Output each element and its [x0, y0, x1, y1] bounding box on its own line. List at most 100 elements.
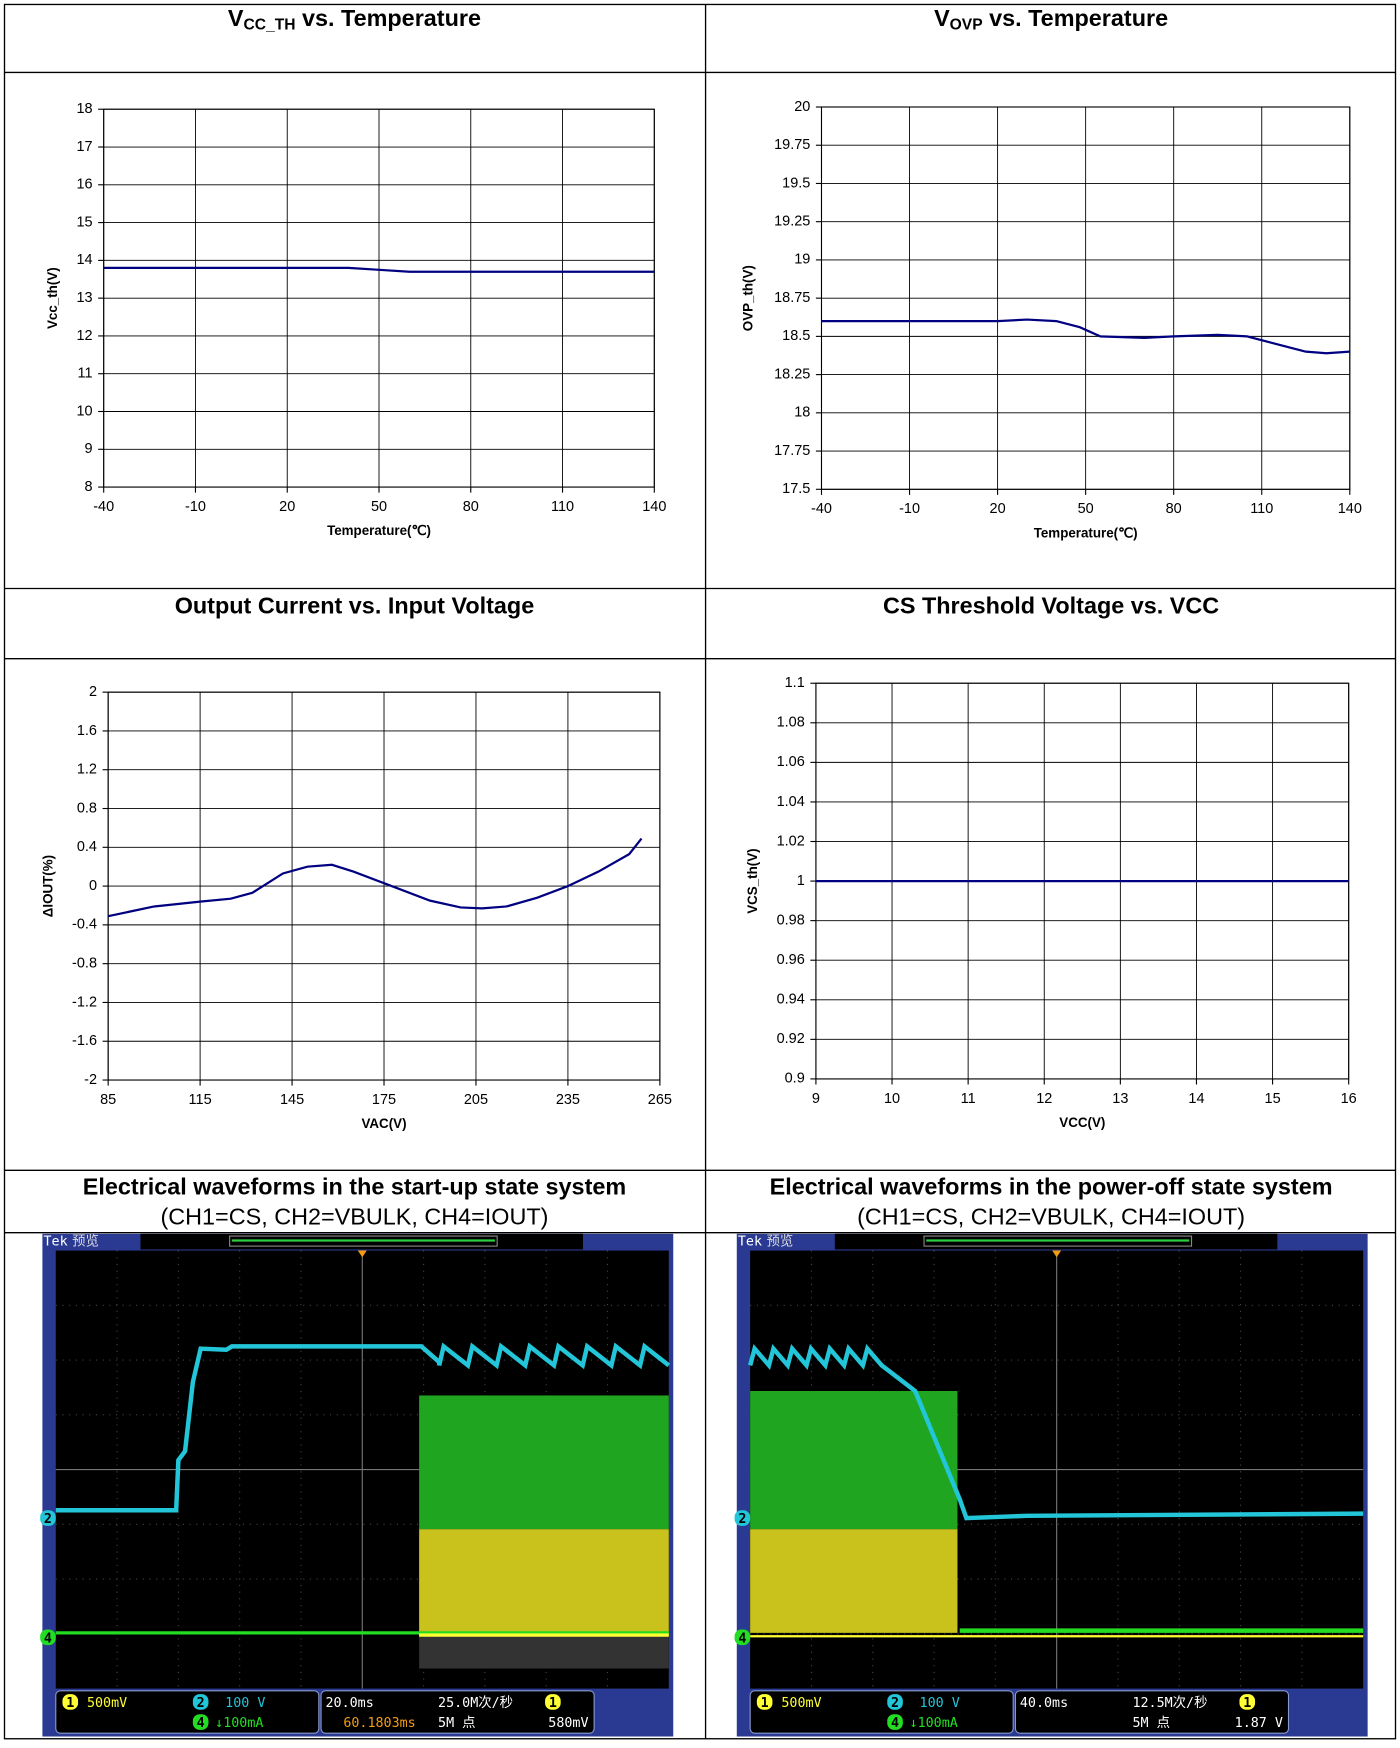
scope-capture: Electrical waveforms in the power-off st… [735, 1173, 1368, 1736]
x-axis-label: VCC(V) [1059, 1115, 1105, 1130]
y-tick-label: 0 [89, 878, 97, 894]
y-tick-label: 11 [78, 366, 93, 382]
x-axis-label: Temperature(℃) [1034, 525, 1138, 540]
record-length: 5M 点 [438, 1715, 476, 1731]
ch2-scale: 100 V [225, 1696, 265, 1711]
channel-number: 2 [44, 1512, 52, 1527]
y-tick-label: 1.06 [777, 754, 805, 770]
title-part: OVP [950, 17, 983, 34]
y-axis-label: Vcc_th(V) [45, 267, 60, 329]
trigger-delay: 60.1803ms [343, 1716, 415, 1731]
chart-title: CS Threshold Voltage vs. VCC [883, 593, 1219, 619]
x-tick-label: 12 [1036, 1091, 1052, 1107]
x-tick-label: -40 [811, 501, 832, 517]
channel-number: 4 [738, 1631, 746, 1646]
y-tick-label: 19.25 [774, 214, 810, 230]
y-tick-label: 2 [89, 684, 97, 700]
trigger-level: 580mV [548, 1716, 588, 1731]
x-tick-label: 20 [279, 499, 295, 515]
scope-title: Electrical waveforms in the start-up sta… [83, 1173, 626, 1199]
x-tick-label: -40 [93, 499, 114, 515]
y-tick-label: 17 [76, 139, 92, 155]
y-tick-label: 13 [76, 290, 92, 306]
y-tick-label: 18.75 [774, 290, 810, 306]
timebase: 20.0ms [326, 1696, 374, 1711]
brand: Tek [738, 1235, 762, 1250]
ch1-scale: 500mV [781, 1696, 821, 1711]
x-tick-label: 110 [551, 499, 574, 515]
channel-number: 4 [891, 1716, 899, 1731]
x-tick-label: 50 [1078, 501, 1094, 517]
x-tick-label: 16 [1341, 1091, 1357, 1107]
ch4-scale: ↓100mA [910, 1716, 958, 1731]
channel-number: 2 [738, 1512, 746, 1527]
x-tick-label: 80 [1166, 501, 1182, 517]
y-tick-label: 18 [76, 101, 92, 117]
page: {"chart_data": [ {"type": "line", "title… [0, 0, 1400, 1748]
x-tick-label: 175 [372, 1092, 396, 1108]
brand: Tek [44, 1235, 68, 1250]
y-tick-label: 19.75 [774, 137, 810, 153]
title-part: vs. Temperature [296, 5, 481, 31]
x-tick-label: 140 [642, 499, 666, 515]
x-axis-label: Temperature(℃) [327, 523, 431, 538]
x-tick-label: 9 [812, 1091, 820, 1107]
timebase: 40.0ms [1020, 1696, 1068, 1711]
ch4-scale: ↓100mA [215, 1716, 263, 1731]
record-length: 5M 点 [1132, 1715, 1170, 1731]
y-tick-label: 0.92 [777, 1031, 805, 1047]
x-tick-label: 13 [1112, 1091, 1128, 1107]
ch1-noise [419, 1635, 669, 1668]
x-tick-label: 140 [1338, 501, 1362, 517]
y-tick-label: 10 [76, 403, 92, 419]
x-tick-label: 145 [280, 1092, 304, 1108]
x-tick-label: 15 [1265, 1091, 1281, 1107]
y-tick-label: 1.02 [777, 833, 805, 849]
ch1-scale: 500mV [87, 1696, 127, 1711]
x-tick-label: 85 [100, 1092, 116, 1108]
channel-number: 1 [1243, 1696, 1251, 1711]
channel-number: 4 [44, 1631, 52, 1646]
y-tick-label: -2 [84, 1072, 97, 1088]
y-tick-label: 17.5 [782, 481, 810, 497]
scope-brand: Tek预览 [44, 1234, 99, 1250]
title-part: V [228, 5, 244, 31]
y-tick-label: 18.5 [782, 328, 810, 344]
y-axis-label: ΔIOUT(%) [41, 855, 56, 917]
scope-capture: Electrical waveforms in the start-up sta… [40, 1173, 673, 1736]
y-tick-label: 16 [76, 177, 92, 193]
ch1-burst [750, 1529, 957, 1633]
y-tick-label: -1.6 [72, 1033, 97, 1049]
y-axis-label: OVP_th(V) [741, 265, 756, 331]
x-tick-label: 205 [464, 1092, 488, 1108]
y-tick-label: 0.98 [777, 912, 805, 928]
y-tick-label: 1.6 [77, 723, 97, 739]
y-tick-label: 0.8 [77, 800, 97, 816]
x-tick-label: 80 [463, 499, 479, 515]
y-tick-label: 1.04 [777, 794, 805, 810]
x-tick-label: 265 [648, 1092, 672, 1108]
scope-title: Electrical waveforms in the power-off st… [770, 1173, 1333, 1199]
x-tick-label: 20 [990, 501, 1006, 517]
y-tick-label: 18.25 [774, 366, 810, 382]
y-tick-label: 0.94 [777, 992, 805, 1008]
x-tick-label: -10 [185, 499, 206, 515]
channel-number: 2 [197, 1696, 205, 1711]
x-tick-label: -10 [899, 501, 920, 517]
data-line [108, 839, 641, 917]
y-tick-label: -0.8 [72, 955, 97, 971]
scope-subtitle: (CH1=CS, CH2=VBULK, CH4=IOUT) [160, 1203, 548, 1229]
x-tick-label: 14 [1188, 1091, 1204, 1107]
chart: CS Threshold Voltage vs. VCC0.90.920.940… [745, 593, 1357, 1130]
x-tick-label: 10 [884, 1091, 900, 1107]
x-axis-label: VAC(V) [362, 1116, 407, 1131]
title-part: CC_TH [244, 17, 296, 34]
y-tick-label: 19 [794, 252, 810, 268]
x-tick-label: 50 [371, 499, 387, 515]
y-tick-label: 8 [85, 479, 93, 495]
y-tick-label: 1.1 [785, 675, 805, 691]
y-tick-label: 19.5 [782, 175, 810, 191]
x-tick-label: 110 [1250, 501, 1273, 517]
y-tick-label: 0.96 [777, 952, 805, 968]
